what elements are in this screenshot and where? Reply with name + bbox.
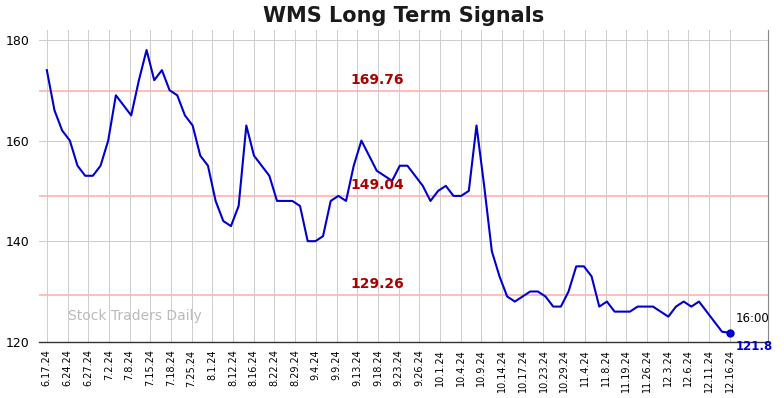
Text: 149.04: 149.04	[350, 178, 405, 192]
Text: 169.76: 169.76	[350, 74, 405, 88]
Text: Stock Traders Daily: Stock Traders Daily	[68, 309, 202, 323]
Text: 16:00: 16:00	[736, 312, 770, 325]
Text: 121.8: 121.8	[736, 340, 773, 353]
Title: WMS Long Term Signals: WMS Long Term Signals	[263, 6, 544, 25]
Text: 129.26: 129.26	[350, 277, 405, 291]
